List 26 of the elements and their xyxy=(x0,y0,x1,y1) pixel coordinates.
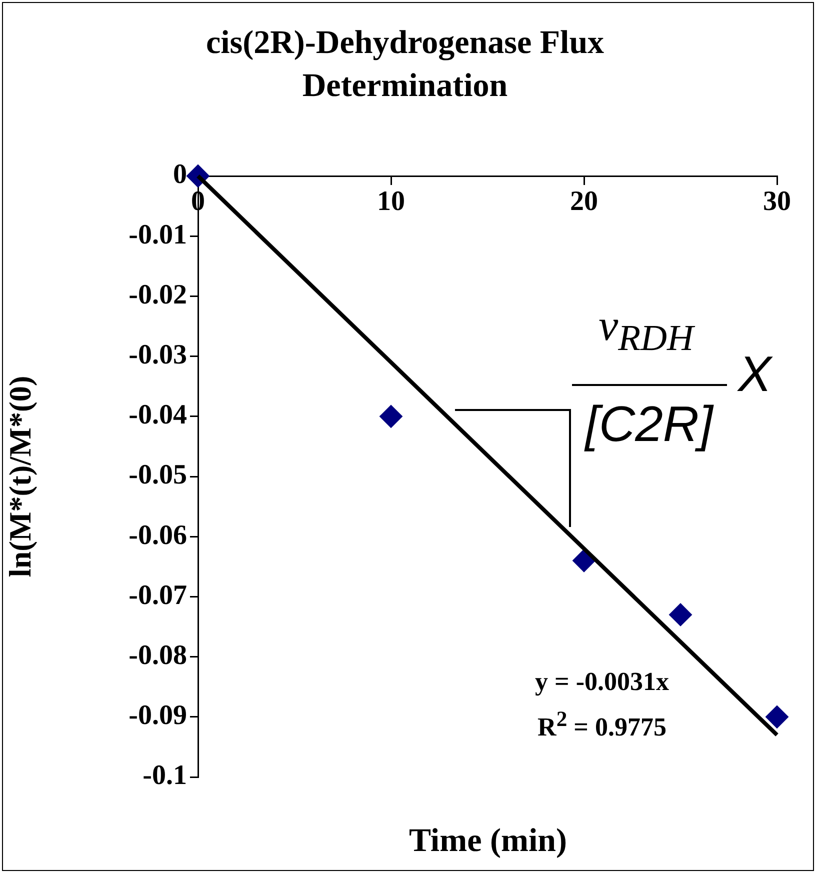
x-tick-label: 30 xyxy=(763,186,791,218)
annotation: [C2R] xyxy=(585,395,713,453)
annotation: R$^{2}$ = 0.9775 xyxy=(538,707,666,743)
point xyxy=(572,549,596,572)
point xyxy=(766,705,788,728)
annotation: y = -0.0031x xyxy=(535,667,669,697)
y-tick-label: -0.06 xyxy=(128,520,187,551)
y-tick-label: -0.03 xyxy=(128,340,187,371)
y-tick-label: -0.05 xyxy=(128,460,187,491)
y-tick-label: -0.01 xyxy=(128,219,187,250)
annotation: X xyxy=(738,345,772,403)
y-tick-label: -0.09 xyxy=(128,700,187,732)
annotation: v$_{RDH}$ xyxy=(598,300,694,359)
point xyxy=(669,603,692,626)
y-tick-label: -0.08 xyxy=(128,640,187,672)
y-tick-label: 0 xyxy=(173,159,187,190)
x-axis-title: Time (min) xyxy=(409,823,567,860)
y-tick-label: -0.02 xyxy=(128,279,187,310)
x-tick-label: 20 xyxy=(570,186,598,218)
chart-title: cis(2R)-Dehydrogenase Flux Determination xyxy=(204,24,606,106)
point xyxy=(380,404,402,428)
x-tick-label: 10 xyxy=(377,186,405,218)
y-tick-label: -0.04 xyxy=(128,400,187,431)
y-tick-label: -0.07 xyxy=(128,580,187,611)
y-axis-title: ln(M*(t)/M*(0) xyxy=(2,376,38,578)
y-tick-label: -0.1 xyxy=(142,760,187,792)
